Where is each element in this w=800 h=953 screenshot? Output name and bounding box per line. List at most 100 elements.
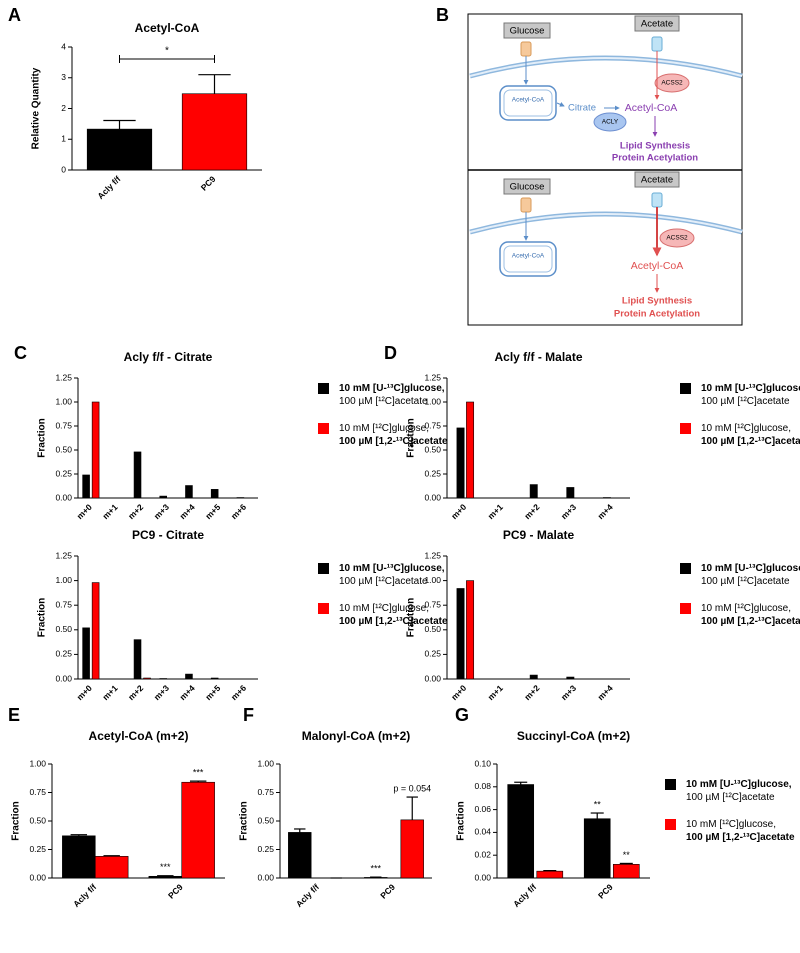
y-tick-label: 0.25	[257, 844, 274, 854]
y-tick-label: 1.00	[29, 758, 46, 768]
y-tick-label: 0	[61, 164, 66, 174]
bar	[566, 676, 575, 680]
legend-swatch	[680, 563, 691, 574]
diagram: Glucose Acetate Acetyl-CoA Citrate Acety…	[467, 13, 743, 326]
bar	[210, 677, 219, 680]
x-tick-label: m+0	[449, 502, 468, 521]
glucose-box	[503, 22, 551, 39]
legend-label: 10 mM [¹²C]glucose, 100 µM [1,2-¹³C]aceta…	[686, 819, 795, 843]
y-tick-label: 0.75	[55, 599, 72, 609]
bar	[529, 484, 538, 499]
legend-swatch	[318, 423, 329, 434]
y-axis-label: Fraction	[406, 418, 417, 457]
y-tick-label: 1.25	[424, 550, 441, 560]
chart-title: Succinyl-CoA (m+2)	[517, 729, 630, 743]
y-tick-label: 0.00	[424, 492, 441, 502]
legend-label: 10 mM [U-¹³C]glucose, 100 µM [¹²C]acetate	[339, 383, 445, 407]
legend-label: 10 mM [¹²C]glucose, 100 µM [1,2-¹³C]aceta…	[701, 423, 800, 447]
transporter	[520, 41, 532, 57]
bar	[82, 474, 90, 499]
node-label: Acetyl-CoA	[631, 260, 684, 272]
enzyme	[654, 73, 690, 93]
arrow	[556, 102, 565, 107]
x-tick-label: m+2	[522, 683, 541, 702]
panel-label: C	[14, 343, 27, 363]
node-label: Glucose	[510, 26, 545, 37]
legend-swatch	[665, 819, 676, 830]
bar	[133, 639, 142, 680]
legend-swatch	[680, 603, 691, 614]
y-tick-label: 0.02	[474, 849, 491, 859]
chart-title: Malonyl-CoA (m+2)	[302, 729, 411, 743]
y-tick-label: 3	[61, 72, 66, 82]
y-tick-label: 0.00	[55, 673, 72, 683]
legend-swatch	[680, 383, 691, 394]
legend-swatch	[318, 383, 329, 394]
significance-label: **	[623, 850, 631, 860]
bar	[185, 673, 193, 680]
x-tick-label: PC9	[166, 882, 185, 901]
mitochondrion	[503, 245, 553, 273]
bar	[86, 128, 153, 171]
y-tick-label: 4	[61, 41, 66, 51]
bar	[529, 674, 538, 680]
y-tick-label: 0.04	[474, 827, 491, 837]
transporter	[651, 36, 663, 52]
bar	[133, 451, 142, 499]
y-tick-label: 0.00	[474, 872, 491, 882]
x-tick-label: m+0	[449, 683, 468, 702]
x-tick-label: m+5	[203, 683, 222, 702]
y-tick-label: 0.00	[257, 872, 274, 882]
y-axis-label: Fraction	[37, 418, 48, 457]
node-label: Acetate	[641, 19, 673, 30]
x-tick-label: m+4	[177, 502, 196, 521]
x-tick-label: m+4	[595, 683, 614, 702]
output-label: Protein Acetylation	[614, 309, 700, 320]
significance-label: *	[165, 46, 169, 57]
significance-label: ***	[371, 863, 382, 873]
x-tick-label: m+1	[486, 683, 505, 702]
acetate-box	[634, 171, 680, 188]
y-tick-label: 0.25	[55, 468, 72, 478]
legend-swatch	[318, 563, 329, 574]
significance-label: p = 0.054	[393, 783, 431, 793]
bar	[466, 580, 475, 680]
bar	[159, 495, 168, 499]
x-tick-label: m+4	[595, 502, 614, 521]
y-tick-label: 0.25	[424, 649, 441, 659]
bar	[185, 485, 193, 499]
y-tick-label: 0.08	[474, 781, 491, 791]
y-tick-label: 0.06	[474, 804, 491, 814]
y-tick-label: 1.25	[424, 372, 441, 382]
bar	[583, 818, 611, 879]
y-tick-label: 0.50	[55, 624, 72, 634]
transporter	[520, 197, 532, 213]
y-tick-label: 0.00	[424, 673, 441, 683]
x-tick-label: Acly f/f	[95, 174, 122, 201]
legend-swatch	[680, 423, 691, 434]
bar	[181, 93, 248, 171]
bar	[507, 784, 535, 879]
panel-label: B	[436, 5, 449, 25]
output-label: Lipid Synthesis	[620, 141, 690, 152]
y-tick-label: 1	[61, 134, 66, 144]
node-label: Citrate	[568, 103, 596, 114]
bar	[566, 487, 575, 499]
output-label: Protein Acetylation	[612, 153, 698, 164]
chart-title: Acly f/f - Malate	[494, 350, 582, 364]
x-tick-label: m+6	[229, 683, 248, 702]
y-tick-label: 0.75	[424, 599, 441, 609]
y-tick-label: 0.75	[55, 420, 72, 430]
mitochondrion	[499, 241, 557, 277]
bar	[210, 489, 219, 499]
node-label: Glucose	[510, 182, 545, 193]
y-tick-label: 0.50	[424, 444, 441, 454]
x-tick-label: m+0	[75, 683, 94, 702]
membrane	[469, 57, 743, 77]
y-axis-label: Relative Quantity	[31, 67, 42, 149]
bar	[612, 864, 640, 879]
significance-label: ***	[193, 767, 204, 777]
bar	[456, 588, 465, 680]
x-tick-label: m+5	[203, 502, 222, 521]
